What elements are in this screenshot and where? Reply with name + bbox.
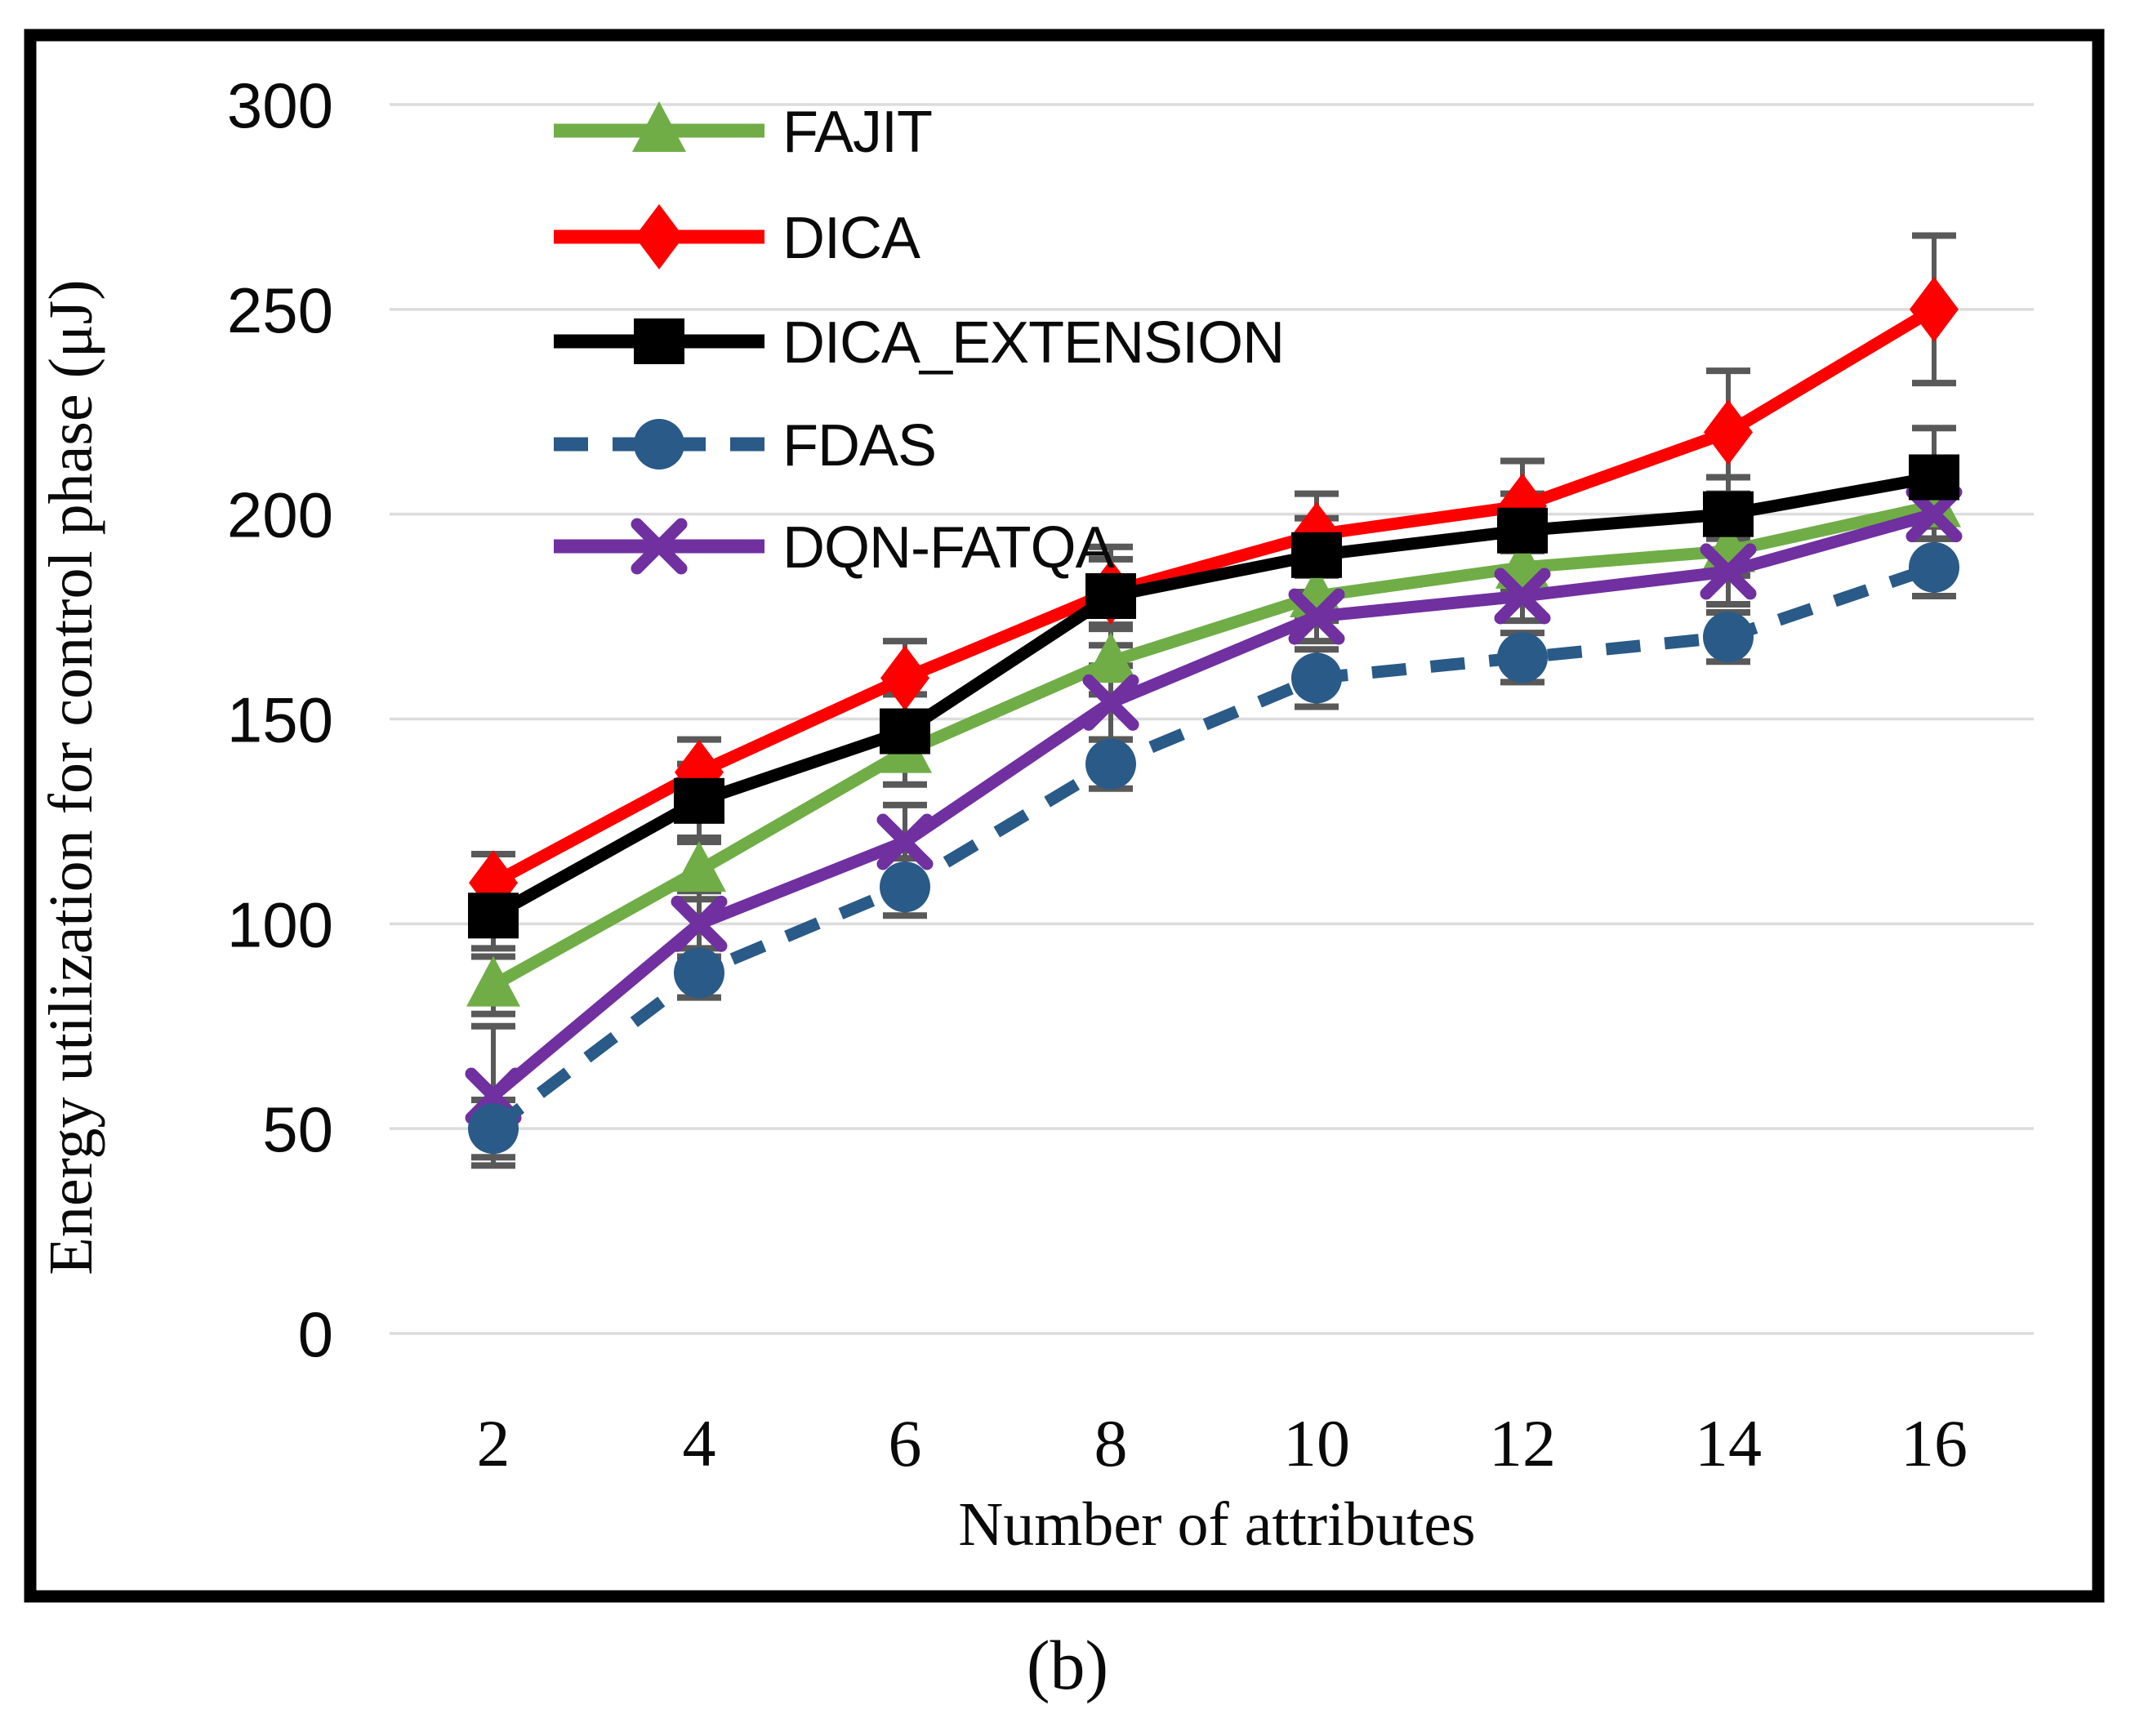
series-line-FDAS (489, 561, 1937, 1134)
figure-caption: (b) (1027, 1626, 1108, 1704)
x-tick-12: 12 (1489, 1406, 1556, 1480)
legend-label-DICA: DICA (782, 206, 920, 271)
legend-marker-FDAS (634, 419, 684, 470)
series-FDAS (468, 541, 1959, 1155)
series-line-FAJIT (490, 500, 1936, 991)
marker-DQN-FATQA-x4 (671, 895, 728, 952)
marker-FDAS-x12 (1497, 632, 1548, 683)
marker-FDAS-x8 (1085, 738, 1136, 790)
x-tick-6: 6 (889, 1406, 922, 1480)
marker-DICA_EXTENSION-x12 (1497, 507, 1548, 554)
series-DQN-FATQA (465, 486, 1963, 1124)
legend-label-FAJIT: FAJIT (782, 100, 932, 165)
legend-label-DQN-FATQA: DQN-FATQA (782, 515, 1115, 581)
series-line-DICA (490, 304, 1937, 888)
marker-FDAS-x6 (880, 861, 930, 913)
marker-DQN-FATQA-x14 (1700, 543, 1757, 600)
marker-FDAS-x16 (1909, 541, 1959, 593)
series-line-DQN-FATQA (489, 508, 1937, 1101)
marker-DQN-FATQA-x10 (1288, 588, 1345, 645)
y-tick-300: 300 (227, 69, 333, 141)
legend-item-DICA_EXTENSION: DICA_EXTENSION (554, 310, 1285, 376)
series-plot (465, 276, 1963, 1155)
marker-DQN-FATQA-x8 (1082, 674, 1139, 731)
legend-label-DICA_EXTENSION: DICA_EXTENSION (782, 310, 1284, 376)
y-tick-250: 250 (227, 274, 333, 346)
marker-DICA_EXTENSION-x6 (880, 708, 930, 754)
legend-marker-DICA (635, 204, 684, 269)
figure-border (24, 29, 2105, 1603)
legend-marker-DICA_EXTENSION (634, 318, 684, 364)
marker-FAJIT-x4 (672, 841, 726, 892)
y-tick-100: 100 (227, 888, 333, 960)
series-line-DICA_EXTENSION (490, 471, 1936, 921)
y-tick-200: 200 (227, 479, 333, 551)
marker-DICA_EXTENSION-x2 (468, 892, 519, 939)
marker-DICA_EXTENSION-x4 (674, 777, 724, 824)
legend-item-DQN-FATQA: DQN-FATQA (554, 515, 1116, 581)
y-tick-0: 0 (298, 1298, 333, 1370)
x-tick-8: 8 (1094, 1406, 1128, 1480)
marker-DICA_EXTENSION-x8 (1085, 572, 1136, 619)
legend-label-FDAS: FDAS (782, 413, 936, 479)
marker-DICA-x6 (880, 645, 929, 711)
legend-marker-DQN-FATQA (631, 518, 688, 575)
marker-DICA_EXTENSION-x14 (1703, 491, 1754, 537)
y-tick-50: 50 (262, 1093, 333, 1165)
series-DICA_EXTENSION (468, 454, 1959, 939)
marker-FDAS-x14 (1703, 612, 1754, 663)
x-tick-2: 2 (477, 1406, 510, 1480)
y-tick-150: 150 (227, 683, 333, 755)
y-axis-tick-labels: 0 50 100 150 200 250 300 (227, 69, 333, 1370)
marker-DICA_EXTENSION-x10 (1291, 532, 1342, 578)
legend-item-FAJIT: FAJIT (554, 100, 933, 165)
marker-FAJIT-x2 (466, 955, 520, 1007)
x-tick-4: 4 (683, 1406, 716, 1480)
marker-FDAS-x4 (674, 947, 724, 999)
marker-FAJIT-x8 (1084, 632, 1138, 683)
x-tick-16: 16 (1901, 1406, 1968, 1480)
marker-DQN-FATQA-x12 (1494, 568, 1551, 625)
x-axis-tick-labels: 2 4 6 8 10 12 14 16 (477, 1406, 1968, 1480)
legend-item-FDAS: FDAS (554, 413, 937, 479)
marker-DICA-x16 (1910, 276, 1959, 342)
legend-item-DICA: DICA (554, 204, 921, 271)
x-tick-10: 10 (1283, 1406, 1350, 1480)
marker-DQN-FATQA-x6 (876, 813, 934, 870)
x-tick-14: 14 (1695, 1406, 1762, 1480)
marker-DICA-x14 (1704, 399, 1753, 465)
x-axis-title: Number of attributes (958, 1490, 1475, 1559)
marker-FDAS-x10 (1291, 652, 1342, 704)
legend: FAJIT DICA DICA_EXTENSION FDAS DQN-FATQA (554, 100, 1285, 581)
marker-FDAS-x2 (468, 1103, 519, 1155)
y-axis-title: Energy utilization for control phase (μJ… (37, 279, 105, 1275)
marker-DICA_EXTENSION-x16 (1909, 454, 1959, 501)
legend-marker-FAJIT (632, 101, 686, 152)
gridlines (390, 103, 2034, 1335)
